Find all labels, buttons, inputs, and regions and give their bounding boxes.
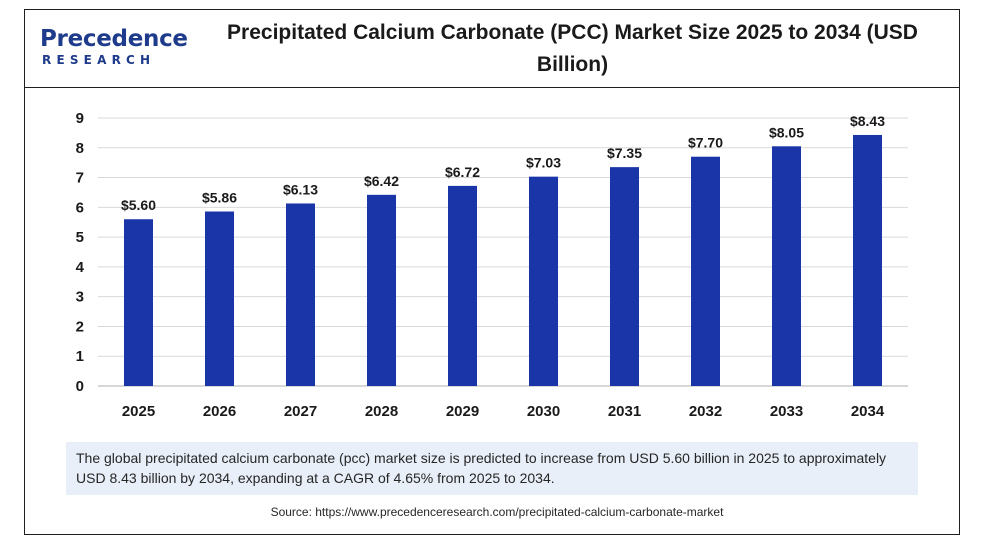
data-label: $6.13 xyxy=(283,181,318,197)
y-tick-label: 7 xyxy=(76,170,84,187)
logo: Precedence RESEARCH xyxy=(40,26,188,72)
x-tick-label: 2033 xyxy=(770,403,803,420)
y-tick-label: 5 xyxy=(76,229,84,246)
data-label: $5.86 xyxy=(202,190,237,206)
data-label: $5.60 xyxy=(121,197,156,213)
x-tick-label: 2031 xyxy=(608,403,641,420)
data-label: $7.35 xyxy=(607,145,642,161)
x-tick-label: 2026 xyxy=(203,403,236,420)
x-tick-label: 2027 xyxy=(284,403,317,420)
chart-frame xyxy=(24,9,960,535)
source-note: Source: https://www.precedenceresearch.c… xyxy=(270,505,724,519)
data-label: $6.72 xyxy=(445,164,480,180)
bar xyxy=(529,176,558,386)
header-divider xyxy=(24,87,960,88)
bar xyxy=(448,185,477,386)
bar xyxy=(610,167,639,386)
x-tick-label: 2034 xyxy=(851,403,885,420)
bar xyxy=(286,203,315,386)
y-tick-label: 2 xyxy=(76,318,84,335)
data-label: $8.05 xyxy=(769,124,804,140)
data-label: $7.70 xyxy=(688,135,723,151)
x-tick-label: 2028 xyxy=(365,403,398,420)
bars xyxy=(124,134,882,386)
logo-subtitle: RESEARCH xyxy=(42,53,156,67)
y-tick-label: 9 xyxy=(76,110,84,127)
y-tick-label: 4 xyxy=(76,259,85,276)
x-tick-label: 2032 xyxy=(689,403,722,420)
y-tick-label: 1 xyxy=(76,348,84,365)
summary-caption: The global precipitated calcium carbonat… xyxy=(66,442,918,495)
bar xyxy=(367,194,396,386)
logo-wordmark: Precedence xyxy=(40,26,188,52)
chart-title: Precipitated Calcium Carbonate (PCC) Mar… xyxy=(227,21,918,76)
x-tick-label: 2030 xyxy=(527,403,560,420)
bar xyxy=(205,211,234,386)
data-label: $6.42 xyxy=(364,173,399,189)
x-tick-label: 2029 xyxy=(446,403,479,420)
y-tick-label: 6 xyxy=(76,199,84,216)
data-label: $8.43 xyxy=(850,113,885,129)
data-label: $7.03 xyxy=(526,155,561,171)
bar xyxy=(772,146,801,386)
bar xyxy=(124,219,153,386)
x-tick-label: 2025 xyxy=(122,403,155,420)
y-tick-label: 8 xyxy=(76,140,84,157)
y-tick-label: 3 xyxy=(76,289,84,306)
bar xyxy=(853,134,882,386)
bar xyxy=(691,156,720,386)
labels: $5.60 2025 $5.86 2026 $6.13 2027 $6.42 2028 $6.7… xyxy=(121,113,885,420)
y-tick-label: 0 xyxy=(76,378,84,395)
